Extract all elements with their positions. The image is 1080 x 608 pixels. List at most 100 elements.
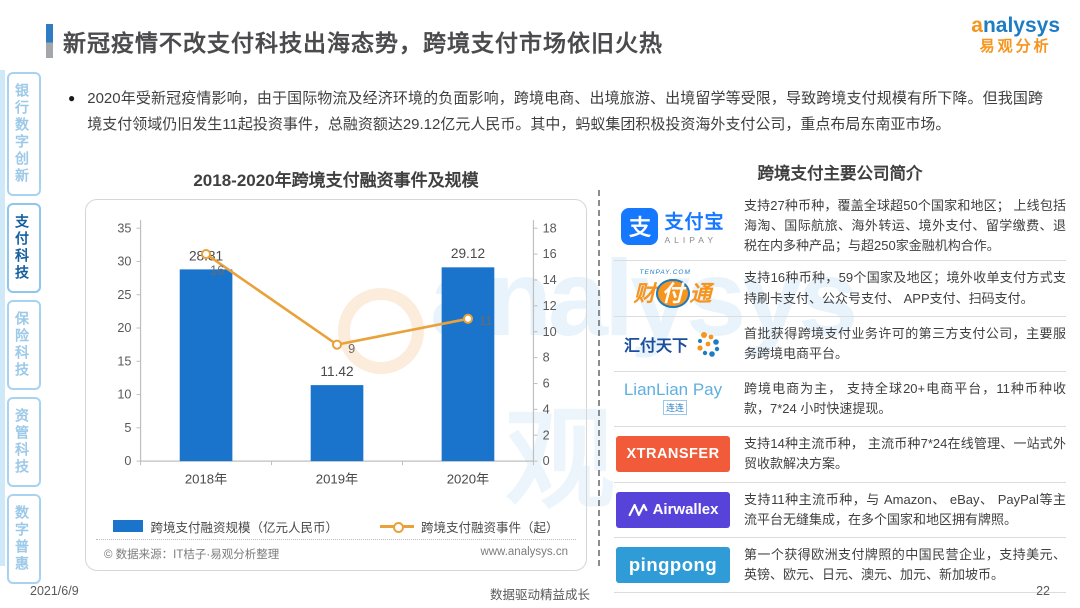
company-description: 支持16种币种，59个国家及地区；境外收单支付方式支持刷卡支付、公众号支付、 A… (744, 270, 1066, 306)
svg-text:9: 9 (348, 342, 355, 356)
lianlian-wordmark: LianLian Pay (623, 379, 723, 399)
huifu-logo: 汇付天下 (614, 330, 732, 358)
summary-bullet: ● 2020年受新冠疫情影响，由于国际物流及经济环境的负面影响，跨境电商、出境旅… (68, 86, 1043, 138)
combo-chart: 0510152025303502468101214161828.812018年1… (96, 212, 576, 517)
svg-text:20: 20 (117, 321, 131, 335)
legend-bar-label: 跨境支付融资规模（亿元人民币） (150, 520, 338, 535)
analysys-logo-wordmark: analysys (971, 14, 1060, 38)
lianlian-badge: 连连 (662, 399, 687, 415)
company-description: 跨境电商为主， 支持全球20+电商平台，11种币种收款，7*24 小时快速提现。 (744, 380, 1066, 417)
tenpay-char1: 财 (633, 281, 657, 307)
logo-brand-rest: nalysys (982, 14, 1060, 37)
svg-text:4: 4 (543, 402, 550, 416)
company-description: 支持11种主流币种，与 Amazon、 eBay、 PayPal等主流平台无缝集… (744, 491, 1066, 527)
chart-legend: 跨境支付融资规模（亿元人民币） 跨境支付融资事件（起） (96, 517, 576, 536)
sidebar-tab-asset-mgmt-tech[interactable]: 资管科技 (7, 397, 41, 487)
airwallex-logo: Airwallex (614, 491, 732, 528)
analysys-logo: analysys 易观分析 (971, 14, 1060, 55)
legend-item-bar: 跨境支付融资规模（亿元人民币） (113, 517, 338, 536)
company-description: 首批获得跨境支付业务许可的第三方支付公司，主要服务跨境电商平台。 (744, 325, 1066, 361)
website-text: www.analysys.cn (480, 546, 568, 558)
svg-text:2: 2 (543, 428, 550, 442)
pingpong-logo: pingpong (614, 546, 732, 583)
alipay-icon: 支 (621, 207, 659, 245)
airwallex-wordmark: Airwallex (652, 501, 719, 519)
company-description: 第一个获得欧洲支付牌照的中国民营企业，支持美元、英镑、欧元、日元、澳元、加元、新… (744, 546, 1066, 582)
page-title: 新冠疫情不改支付科技出海态势，跨境支付市场依旧火热 (63, 30, 663, 56)
chart-card: 0510152025303502468101214161828.812018年1… (85, 199, 587, 571)
legend-line-swatch (380, 521, 414, 533)
footer-date: 2021/6/9 (30, 584, 79, 598)
svg-text:10: 10 (117, 388, 131, 402)
svg-text:0: 0 (124, 454, 131, 468)
svg-text:35: 35 (117, 221, 131, 235)
companies-panel: 跨境支付主要公司简介 支 支付宝 ALIPAY 支持27种币种，覆盖全球超50个… (614, 160, 1066, 594)
svg-text:0: 0 (543, 454, 550, 468)
alipay-name-cn: 支付宝 (664, 212, 725, 234)
alipay-name-en: ALIPAY (664, 235, 717, 246)
summary-text: 2020年受新冠疫情影响，由于国际物流及经济环境的负面影响，跨境电商、出境旅游、… (87, 90, 1043, 133)
xtransfer-wordmark: XTRANSFER (626, 446, 720, 463)
legend-item-line: 跨境支付融资事件（起） (380, 517, 559, 536)
companies-header: 跨境支付主要公司简介 (757, 165, 923, 183)
sidebar-tab-bank-digital[interactable]: 银行数字创新 (7, 72, 41, 196)
table-row: 汇付天下 首批获得跨境支付业务许可的第三方支付公司，主要服务跨境电商平台。 (614, 317, 1066, 372)
svg-text:2019年: 2019年 (316, 471, 358, 486)
tenpay-char2: 付 (656, 279, 690, 309)
table-row: 支 支付宝 ALIPAY 支持27种币种，覆盖全球超50个国家和地区； 上线包括… (614, 192, 1066, 262)
header: 新冠疫情不改支付科技出海态势，跨境支付市场依旧火热 (46, 24, 663, 58)
lianlian-logo: LianLian Pay连连 (614, 380, 732, 419)
logo-swirl-a: a (971, 14, 983, 37)
analysys-logo-chinese: 易观分析 (979, 38, 1052, 56)
sidebar-tab-payment-tech[interactable]: 支付科技 (7, 203, 41, 293)
alipay-logo: 支 支付宝 ALIPAY (614, 207, 732, 245)
table-row: Airwallex 支持11种主流币种，与 Amazon、 eBay、 PayP… (614, 483, 1066, 538)
svg-text:15: 15 (117, 354, 131, 368)
table-row: TENPAY.COM 财付通 支持16种币种，59个国家及地区；境外收单支付方式… (614, 261, 1066, 317)
table-row: pingpong 第一个获得欧洲支付牌照的中国民营企业，支持美元、英镑、欧元、日… (614, 538, 1066, 594)
svg-text:8: 8 (543, 351, 550, 365)
svg-text:12: 12 (543, 299, 557, 313)
table-row: XTRANSFER 支持14种主流币种， 主流币种7*24在线管理、一站式外贸收… (614, 427, 1066, 483)
chart-title: 2018-2020年跨境支付融资事件及规模 (193, 171, 479, 190)
svg-text:16: 16 (210, 263, 224, 277)
tenpay-site-text: TENPAY.COM (639, 269, 691, 277)
svg-text:2020年: 2020年 (447, 471, 489, 486)
svg-text:10: 10 (543, 325, 557, 339)
svg-text:29.12: 29.12 (451, 246, 485, 261)
company-description: 支持14种主流币种， 主流币种7*24在线管理、一站式外贸收款解决方案。 (744, 436, 1066, 472)
svg-text:6: 6 (543, 377, 550, 391)
table-row: LianLian Pay连连 跨境电商为主， 支持全球20+电商平台，11种币种… (614, 372, 1066, 428)
chart-section: 2018-2020年跨境支付融资事件及规模 0 5 10 15 20 25 30 35 0 2 4 6… (85, 166, 587, 571)
chart-source-row: © 数据来源：IT桔子·易观分析整理 www.analysys.cn (96, 539, 576, 570)
huifu-pinwheel-icon (697, 331, 720, 357)
svg-text:18: 18 (543, 221, 557, 235)
huifu-wordmark: 汇付天下 (623, 337, 688, 355)
footer: 2021/6/9 数据驱动精益成长 22 (30, 584, 1050, 602)
sidebar-tab-digital-inclusion[interactable]: 数字普惠 (7, 494, 41, 584)
company-description: 支持27种币种，覆盖全球超50个国家和地区； 上线包括海淘、国际航旅、海外转运、… (744, 198, 1066, 254)
footer-page-number: 22 (1036, 584, 1050, 598)
svg-text:16: 16 (543, 247, 557, 261)
svg-text:2018年: 2018年 (185, 471, 227, 486)
sidebar-tab-insurance-tech[interactable]: 保险科技 (7, 300, 41, 390)
sidebar-strip (0, 70, 5, 566)
svg-text:25: 25 (117, 288, 131, 302)
svg-text:5: 5 (124, 421, 131, 435)
tenpay-char3: 通 (689, 281, 713, 307)
svg-text:30: 30 (117, 255, 131, 269)
svg-text:14: 14 (543, 273, 557, 287)
data-source-text: © 数据来源：IT桔子·易观分析整理 (104, 549, 280, 561)
tenpay-wordmark: 财付通 (633, 276, 713, 309)
tenpay-logo: TENPAY.COM 财付通 (614, 269, 732, 309)
svg-text:11.42: 11.42 (320, 364, 353, 379)
svg-text:11: 11 (479, 314, 492, 328)
xtransfer-logo: XTRANSFER (614, 436, 732, 473)
airwallex-icon (628, 503, 647, 516)
title-accent-bar (46, 24, 53, 58)
legend-bar-swatch (113, 520, 144, 533)
bullet-icon: ● (68, 91, 76, 105)
footer-slogan: 数据驱动精益成长 (489, 588, 590, 602)
vertical-dashed-divider (598, 190, 600, 566)
